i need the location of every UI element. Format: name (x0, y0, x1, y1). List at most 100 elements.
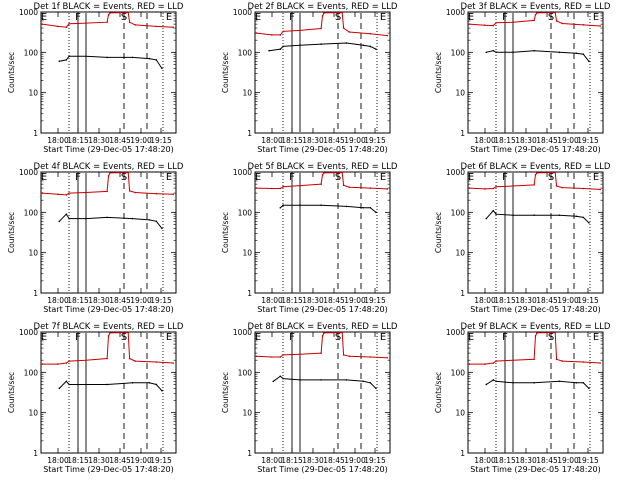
plot-frame (40, 11, 177, 134)
segment-marker-label: F (502, 332, 508, 343)
events-data-point (375, 387, 377, 390)
segment-marker-label: F (289, 12, 295, 23)
x-tick-label: 18:15 (494, 456, 516, 465)
lld-data-point (348, 355, 351, 358)
events-data-point (155, 59, 158, 61)
lld-data-point (512, 21, 514, 23)
x-tick-label: 19:15 (150, 136, 172, 145)
lld-data-point (582, 24, 585, 26)
events-data-point (369, 382, 372, 384)
lld-data-point (255, 355, 258, 358)
lld-data-point (57, 363, 59, 365)
segment-marker-label: S (548, 12, 554, 23)
y-tick-label: 1 (247, 289, 252, 298)
events-data-point (492, 379, 495, 381)
lld-data-point (127, 11, 129, 14)
lld-data-point (155, 361, 158, 363)
lld-data-point (582, 361, 585, 363)
plot-frame (467, 171, 604, 294)
lld-data-point (282, 354, 284, 356)
events-data-point (85, 383, 87, 386)
lld-data-point (599, 188, 601, 191)
segment-marker-label: E (166, 332, 172, 343)
lld-data-point (495, 360, 497, 362)
y-tick-label: 1 (460, 129, 465, 138)
lld-data-point (106, 21, 108, 23)
y-tick-label: 1000 (446, 168, 465, 177)
plot-frame (254, 331, 391, 454)
lld-data-point (341, 171, 343, 174)
events-data-point (106, 56, 108, 59)
lld-data-point (282, 185, 284, 188)
segment-marker-label: E (41, 332, 47, 343)
lld-data-point (172, 362, 174, 364)
x-tick-label: 18:45 (536, 296, 558, 305)
segment-marker-label: E (468, 332, 474, 343)
lld-data-point (68, 360, 70, 362)
events-data-point (588, 60, 590, 63)
segment-marker-label: S (548, 172, 554, 183)
segment-marker-label: F (502, 12, 508, 23)
y-tick-label: 100 (451, 208, 466, 217)
y-tick-label: 10 (242, 89, 252, 98)
lld-data-point (41, 363, 44, 365)
events-data-point (279, 206, 282, 209)
lld-data-point (299, 29, 301, 32)
events-data-point (369, 45, 372, 48)
lld-data-point (369, 187, 372, 189)
lld-data-point (468, 187, 471, 189)
lld-data-point (172, 26, 174, 28)
lld-data-point (41, 23, 44, 25)
segment-marker-label: E (468, 172, 474, 183)
lld-data-point (534, 14, 537, 16)
x-tick-label: 18:00 (474, 136, 496, 145)
segment-marker-label: S (335, 12, 341, 23)
y-tick-label: 1000 (233, 328, 252, 337)
x-axis-label: Start Time (29-Dec-05 17:48:20) (470, 305, 601, 314)
lld-data-point (57, 25, 59, 28)
lld-data-point (342, 27, 345, 29)
events-data-point (131, 217, 134, 220)
lld-data-point (109, 12, 111, 14)
lld-data-point (65, 194, 68, 196)
lld-data-point (512, 359, 514, 361)
y-tick-label: 10 (28, 249, 38, 258)
y-tick-label: 100 (451, 48, 466, 57)
lld-data-point (599, 362, 601, 364)
events-data-point (533, 49, 535, 52)
y-tick-label: 100 (24, 368, 39, 377)
lld-data-point (555, 20, 558, 22)
x-tick-label: 19:00 (130, 296, 152, 305)
y-tick-label: 1 (33, 449, 38, 458)
x-tick-label: 19:00 (557, 456, 579, 465)
x-tick-label: 18:15 (281, 136, 303, 145)
panel-title: Det 2f BLACK = Events, RED = LLD (248, 2, 398, 12)
x-tick-label: 18:15 (494, 296, 516, 305)
lld-data-point (492, 362, 495, 364)
x-tick-label: 18:45 (323, 456, 345, 465)
lld-data-point (533, 358, 535, 361)
lld-data-point (534, 335, 537, 337)
lld-data-point (533, 19, 535, 22)
events-data-point (279, 48, 282, 50)
events-data-point (533, 214, 535, 216)
y-tick-label: 1000 (233, 168, 252, 177)
x-axis-label: Start Time (29-Dec-05 17:48:20) (257, 145, 388, 154)
segment-marker-label: S (335, 172, 341, 183)
events-data-point (375, 211, 377, 214)
events-data-point (299, 204, 301, 207)
events-data-point (485, 383, 488, 386)
plot-frame (40, 171, 177, 294)
segment-marker-label: E (255, 332, 261, 343)
segment-marker-label: E (593, 332, 599, 343)
x-tick-label: 18:45 (536, 136, 558, 145)
x-tick-label: 18:45 (323, 296, 345, 305)
events-data-point (65, 59, 68, 61)
lld-data-point (155, 192, 158, 195)
lld-data-point (582, 187, 585, 190)
x-tick-label: 18:00 (47, 296, 69, 305)
lld-data-point (323, 172, 325, 174)
events-series-line (279, 204, 377, 213)
lld-data-point (134, 191, 137, 194)
x-axis-label: Start Time (29-Dec-05 17:48:20) (43, 465, 174, 474)
